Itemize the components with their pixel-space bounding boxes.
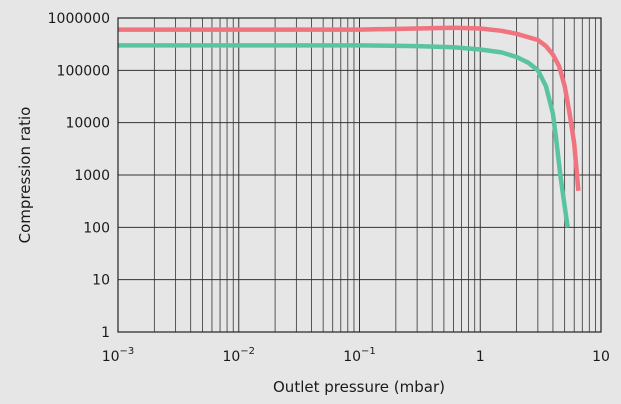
y-tick-label: 1	[101, 325, 110, 341]
y-tick-label: 100	[83, 220, 110, 236]
y-tick-label: 100000	[57, 63, 110, 79]
y-tick-label: 10000	[65, 116, 110, 132]
y-tick-label: 10	[92, 273, 110, 289]
series-layer	[118, 25, 581, 228]
y-tick-label: 1000	[74, 168, 110, 184]
x-tick-label: 10−1	[343, 346, 376, 365]
series-line-1	[118, 25, 581, 191]
series-line-2	[118, 43, 570, 228]
y-tick-label: 1000000	[48, 11, 110, 27]
x-tick-label: 1	[476, 349, 485, 365]
tick-labels: 1 10 100 1000 10000 100000 1000000 10−3 10−2 10−1…	[48, 11, 610, 365]
grid	[118, 18, 601, 332]
x-tick-label: 10−2	[222, 346, 255, 365]
x-tick-label: 10	[592, 349, 610, 365]
plot-frame	[117, 17, 602, 333]
x-tick-label: 10−3	[102, 346, 135, 365]
x-axis-title: Outlet pressure (mbar)	[273, 378, 445, 396]
y-axis-title: Compression ratio	[16, 107, 34, 244]
